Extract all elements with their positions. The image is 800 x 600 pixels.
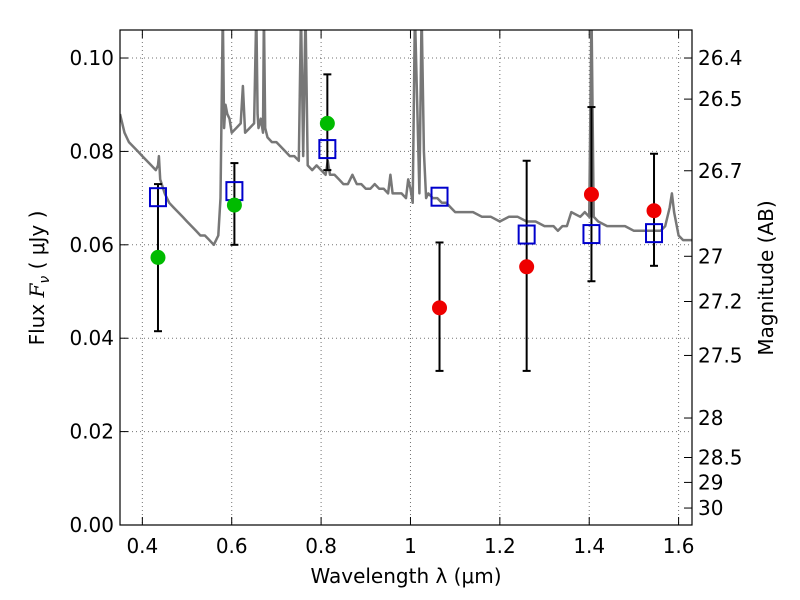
x-tick-label: 1.6	[663, 534, 695, 558]
y-tick-label: 0.04	[69, 326, 114, 350]
model-square-marker	[517, 224, 536, 245]
y-axis-label-sub: ν	[37, 276, 53, 284]
template-spectrum-line	[120, 30, 692, 247]
x-tick-label: 1	[404, 534, 417, 558]
plot-frame	[119, 29, 693, 526]
mag-tick-label: 27.5	[698, 343, 743, 367]
y-axis-label-var: F	[25, 282, 49, 298]
x-tick-label: 0.8	[305, 534, 337, 558]
mag-tick-label: 27.2	[698, 289, 743, 313]
mag-tick-label: 29	[698, 470, 723, 494]
y-tick-label: 0.06	[69, 233, 114, 257]
model-square-marker	[430, 186, 449, 207]
y-axis-label: Flux Fν ( μJy )	[25, 211, 53, 346]
mag-tick-label: 27	[698, 244, 723, 268]
y2-axis-label: Magnitude (AB)	[754, 200, 778, 355]
model-square-marker	[318, 139, 337, 160]
red-data-point	[646, 203, 662, 219]
y-tick-label: 0.10	[69, 46, 114, 70]
labels-layer: 0.4 0.6 0.8 1 1.2 1.4 1.6 0.00 0.02 0.04 0.06 0.08 0…	[69, 46, 742, 558]
marks-layer	[148, 73, 664, 372]
model-square-marker	[148, 187, 167, 208]
mag-tick-label: 28	[698, 406, 723, 430]
red-data-point	[432, 300, 448, 316]
red-data-point	[519, 259, 535, 275]
x-axis-label: Wavelength λ (μm)	[310, 564, 501, 588]
model-square-marker	[645, 223, 664, 244]
mag-tick-label: 26.5	[698, 87, 743, 111]
y-tick-label: 0.00	[69, 513, 114, 537]
green-data-point	[319, 115, 335, 131]
x-tick-label: 0.4	[126, 534, 158, 558]
ticks-layer	[120, 30, 692, 526]
model-square-marker	[582, 224, 601, 245]
y-axis-label-prefix: Flux	[25, 297, 49, 345]
mag-tick-label: 30	[698, 496, 723, 520]
red-data-point	[583, 186, 599, 202]
x-tick-label: 1.4	[573, 534, 605, 558]
plot-area	[120, 30, 692, 247]
mag-tick-label: 26.7	[698, 159, 743, 183]
x-tick-label: 0.6	[216, 534, 248, 558]
x-tick-label: 1.2	[484, 534, 516, 558]
green-data-point	[150, 249, 166, 265]
y-tick-label: 0.08	[69, 139, 114, 163]
green-data-point	[226, 197, 242, 213]
y-axis-label-unit: ( μJy )	[25, 211, 49, 276]
mag-tick-label: 28.5	[698, 446, 743, 470]
y-tick-label: 0.02	[69, 420, 114, 444]
mag-tick-label: 26.4	[698, 46, 743, 70]
